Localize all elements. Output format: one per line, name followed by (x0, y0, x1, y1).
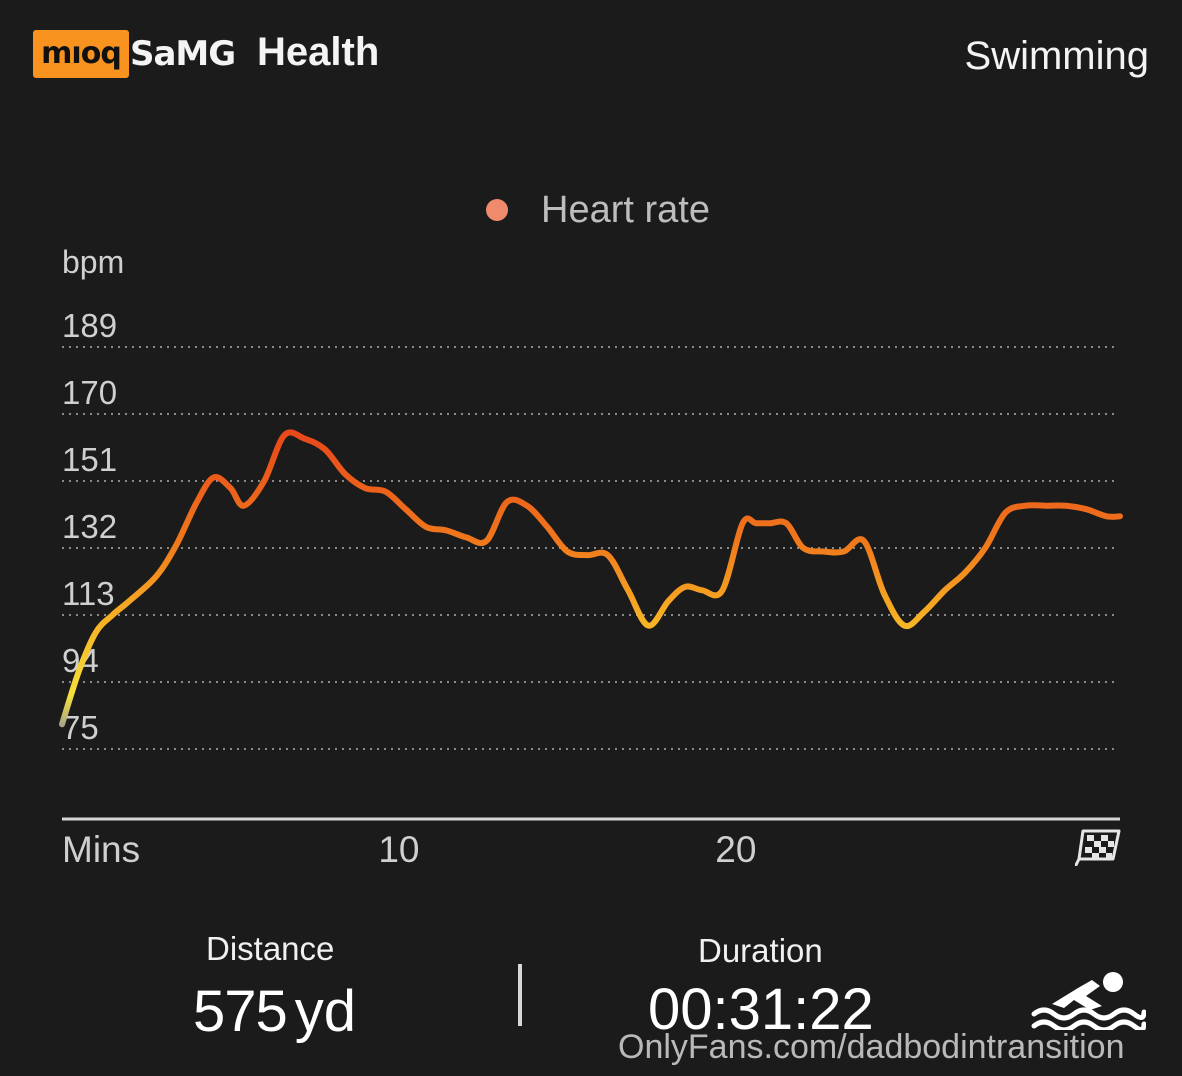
legend-marker (486, 199, 508, 221)
y-tick-label: 132 (62, 508, 117, 545)
chart-legend: Heart rate (486, 188, 710, 232)
y-tick-label: 151 (62, 441, 117, 478)
footer-watermark: OnlyFans.com/dadbodintransition (618, 1028, 1125, 1066)
distance-label: Distance (206, 930, 335, 967)
brand-name: Health (257, 30, 380, 74)
legend-label: Heart rate (541, 188, 710, 231)
x-tick-label: 20 (715, 829, 756, 870)
x-axis-label: Mins (62, 829, 140, 870)
activity-title: Swimming (964, 34, 1149, 78)
x-tick-label: 10 (378, 829, 419, 870)
brand-prefix: SaMG (130, 34, 236, 74)
heart-rate-line (59, 429, 1123, 728)
workout-stats: Distance 575 yd Duration 00:31:22 (0, 920, 1182, 1076)
checkered-flag-icon (1075, 829, 1121, 866)
app-header: mıoq SaMG Health Swimming (0, 0, 1182, 110)
swimmer-icon (1031, 972, 1146, 1030)
duration-label: Duration (698, 932, 823, 969)
y-tick-label: 189 (62, 307, 117, 344)
y-axis-label: bpm (62, 244, 124, 280)
distance-value: 575 yd (193, 978, 356, 1045)
y-tick-label: 113 (62, 575, 115, 612)
distance-unit: yd (294, 979, 357, 1044)
duration-value: 00:31:22 (648, 977, 874, 1042)
y-tick-label: 170 (62, 374, 117, 411)
y-tick-label: 75 (62, 709, 99, 746)
distance-number: 575 (193, 979, 288, 1044)
watermark-badge: mıoq (33, 30, 129, 78)
stats-divider (518, 964, 522, 1026)
